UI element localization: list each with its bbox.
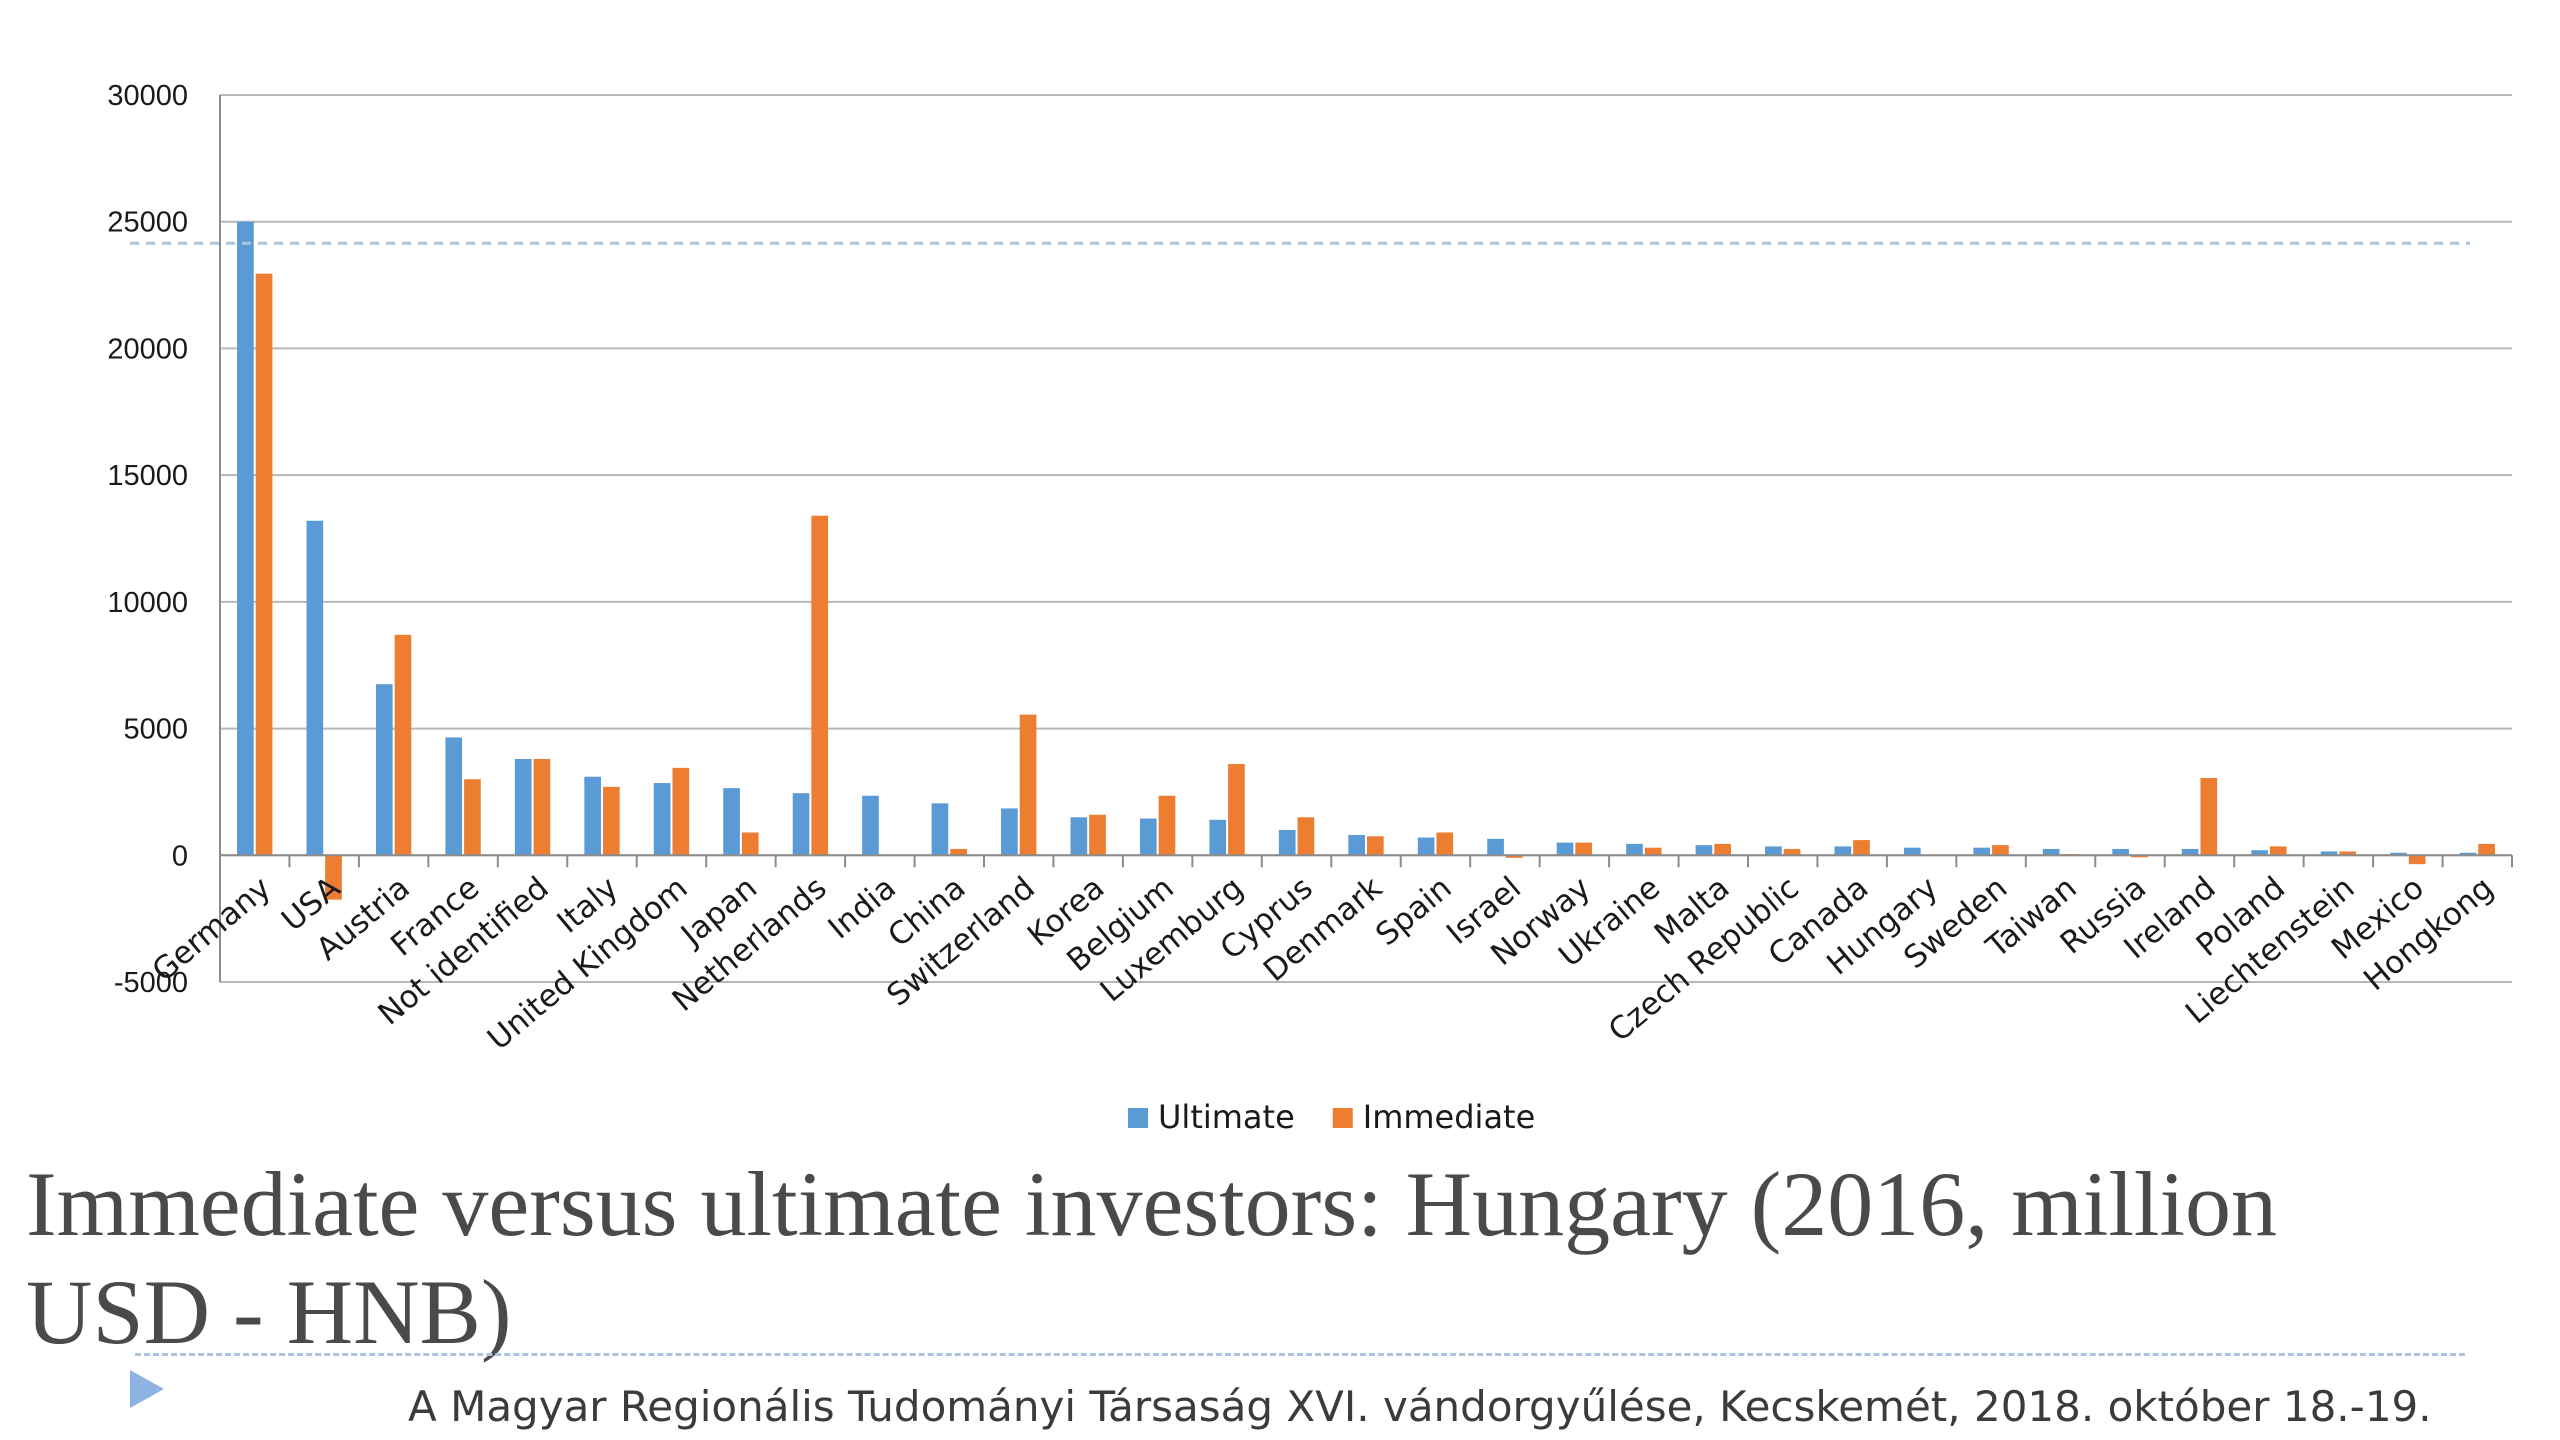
play-arrow-icon bbox=[130, 1370, 164, 1408]
y-tick-label: 0 bbox=[172, 840, 188, 872]
bar-immediate bbox=[2478, 843, 2495, 856]
x-tick-label: Germany bbox=[146, 870, 278, 989]
bar-immediate bbox=[1436, 832, 1454, 856]
legend-label-immediate: Immediate bbox=[1363, 1098, 1536, 1136]
bar-chart: 30000 25000 20000 15000 10000 5000 0 -5000 Germ… bbox=[107, 80, 2513, 1136]
bar-immediate bbox=[2408, 855, 2426, 865]
bar-ultimate bbox=[1417, 837, 1435, 856]
bar-ultimate bbox=[1973, 847, 1991, 856]
bar-immediate bbox=[1644, 847, 1662, 856]
bar-ultimate bbox=[1070, 817, 1088, 856]
bar-immediate bbox=[1158, 795, 1176, 856]
bar-immediate bbox=[603, 786, 620, 856]
bar-immediate bbox=[811, 515, 829, 856]
y-tick-label: 15000 bbox=[107, 460, 188, 492]
bar-ultimate bbox=[1626, 843, 1643, 856]
bar-ultimate bbox=[306, 520, 324, 856]
bar-immediate bbox=[1992, 845, 2009, 856]
slide-footer: A Magyar Regionális Tudományi Társaság X… bbox=[408, 1382, 2432, 1431]
gridlines bbox=[220, 94, 2512, 983]
bar-ultimate bbox=[514, 758, 532, 856]
bar-ultimate bbox=[862, 795, 879, 856]
bar-immediate bbox=[1019, 714, 1037, 856]
bar-ultimate bbox=[1834, 846, 1852, 856]
y-axis-ticks: 30000 25000 20000 15000 10000 5000 0 -5000 bbox=[107, 80, 188, 999]
legend: Ultimate Immediate bbox=[1128, 1098, 1535, 1136]
title-divider bbox=[135, 1353, 2465, 1356]
bar-immediate bbox=[2200, 777, 2218, 856]
y-tick-label: -5000 bbox=[114, 967, 188, 999]
legend-swatch-immediate bbox=[1332, 1108, 1353, 1128]
bar-immediate bbox=[1505, 855, 1523, 858]
y-tick-label: 20000 bbox=[107, 333, 188, 365]
bar-ultimate bbox=[1348, 835, 1365, 856]
bar-ultimate bbox=[2042, 848, 2060, 856]
bar-immediate bbox=[1228, 764, 1245, 856]
bar-ultimate bbox=[653, 783, 671, 856]
bar-immediate bbox=[1783, 848, 1801, 856]
bar-ultimate bbox=[1487, 838, 1504, 856]
bar-ultimate bbox=[2181, 848, 2199, 856]
bar-ultimate bbox=[445, 737, 463, 856]
bar-immediate bbox=[672, 767, 690, 856]
bar-immediate bbox=[325, 855, 342, 900]
bar-ultimate bbox=[931, 803, 949, 856]
bar-ultimate bbox=[1278, 829, 1296, 856]
bar-ultimate bbox=[1903, 847, 1921, 856]
bar-ultimate bbox=[237, 221, 254, 856]
bar-ultimate bbox=[1209, 819, 1227, 856]
bar-ultimate bbox=[375, 684, 393, 856]
bars bbox=[237, 221, 2495, 900]
bar-ultimate bbox=[2390, 852, 2407, 856]
bar-ultimate bbox=[723, 788, 740, 856]
slide-title: Immediate versus ultimate investors: Hun… bbox=[26, 1153, 2278, 1363]
bar-immediate bbox=[950, 848, 967, 856]
bar-immediate bbox=[394, 634, 412, 856]
y-tick-label: 25000 bbox=[107, 207, 188, 239]
bar-immediate bbox=[741, 832, 759, 856]
y-tick-label: 5000 bbox=[123, 714, 188, 746]
axes bbox=[219, 95, 2513, 982]
bar-immediate bbox=[1575, 842, 1593, 856]
bar-immediate bbox=[255, 273, 273, 856]
bar-ultimate bbox=[1001, 808, 1018, 856]
bar-immediate bbox=[2269, 846, 2287, 856]
bar-ultimate bbox=[1556, 842, 1574, 856]
bar-immediate bbox=[1853, 840, 1870, 856]
bar-immediate bbox=[1297, 817, 1315, 856]
legend-label-ultimate: Ultimate bbox=[1158, 1098, 1295, 1136]
y-tick-label: 10000 bbox=[107, 587, 188, 619]
x-tick-label: Spain bbox=[1369, 870, 1458, 953]
bar-immediate bbox=[1714, 843, 1731, 856]
bar-ultimate bbox=[1139, 818, 1157, 856]
bar-ultimate bbox=[2112, 848, 2129, 856]
y-tick-label: 30000 bbox=[107, 80, 188, 112]
legend-swatch-ultimate bbox=[1128, 1108, 1148, 1128]
bar-ultimate bbox=[1765, 846, 1782, 856]
bar-immediate bbox=[1367, 836, 1384, 856]
bar-ultimate bbox=[2320, 851, 2338, 856]
bar-ultimate bbox=[2251, 850, 2268, 856]
bar-ultimate bbox=[2459, 852, 2477, 856]
bar-immediate bbox=[533, 758, 551, 856]
bar-immediate bbox=[2339, 851, 2357, 856]
bar-immediate bbox=[464, 779, 481, 856]
bar-ultimate bbox=[792, 793, 810, 856]
bar-immediate bbox=[1089, 814, 1106, 856]
bar-ultimate bbox=[584, 776, 601, 856]
bar-ultimate bbox=[1695, 845, 1713, 856]
